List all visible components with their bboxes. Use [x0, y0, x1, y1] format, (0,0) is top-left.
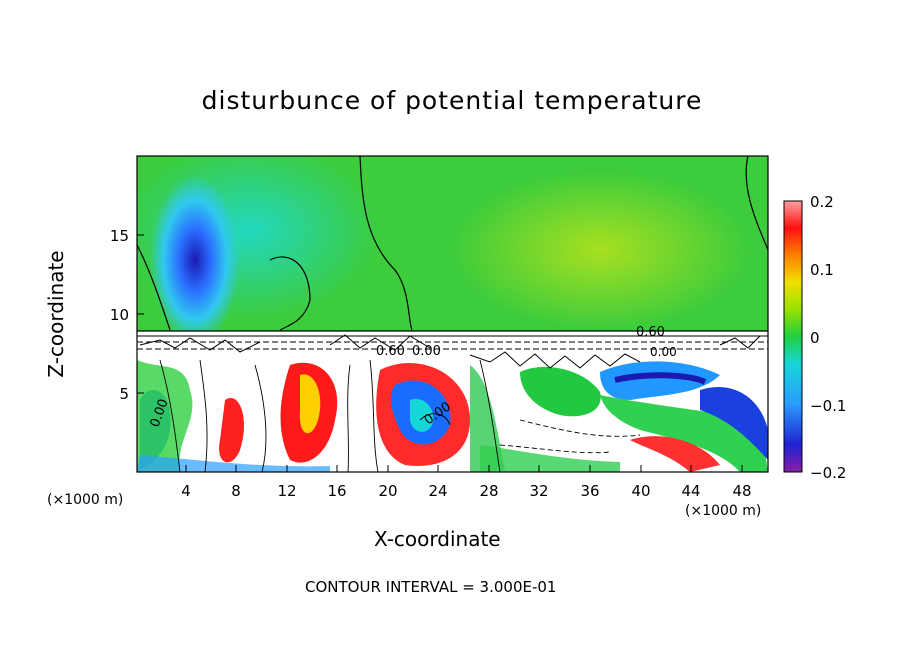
heatmap-field [137, 156, 768, 472]
x-tick-label: 20 [378, 482, 397, 500]
contour-label: 0.60 [636, 325, 665, 340]
x-tick-label: 24 [428, 482, 447, 500]
contour-label: 0.00 [412, 344, 441, 359]
y-tick-label: 10 [110, 306, 129, 324]
chart-title: disturbunce of potential temperature [201, 86, 703, 115]
x-tick-label: 32 [529, 482, 548, 500]
x-tick-label: 40 [631, 482, 650, 500]
x-axis-ticks [185, 465, 743, 472]
colorbar [783, 200, 803, 473]
x-tick-label: 16 [327, 482, 346, 500]
colorbar-tick-label: 0 [810, 329, 820, 347]
colorbar-tick-label: 0.2 [810, 193, 834, 211]
y-axis-label: Z-coordinate [44, 250, 68, 378]
colorbar-tick-label: −0.2 [810, 464, 846, 482]
x-tick-label: 36 [580, 482, 599, 500]
x-tick-label: 48 [732, 482, 751, 500]
x-unit-label-left: (×1000 m) [47, 492, 124, 508]
y-tick-label: 15 [110, 227, 129, 245]
y-tick-label: 5 [119, 385, 129, 403]
x-tick-label: 44 [681, 482, 700, 500]
x-tick-label: 28 [479, 482, 498, 500]
contour-label: 0.00 [650, 345, 677, 359]
x-unit-label-right: (×1000 m) [685, 503, 762, 519]
x-axis-label: X-coordinate [374, 527, 501, 551]
colorbar-tick-label: 0.1 [810, 261, 834, 279]
x-tick-label: 12 [277, 482, 296, 500]
contour-label: 0.60 [376, 344, 405, 359]
x-tick-label: 4 [181, 482, 191, 500]
y-axis-ticks [137, 234, 144, 394]
x-tick-label: 8 [231, 482, 241, 500]
contour-interval-note: CONTOUR INTERVAL = 3.000E-01 [305, 578, 557, 596]
colorbar-tick-label: −0.1 [810, 397, 846, 415]
